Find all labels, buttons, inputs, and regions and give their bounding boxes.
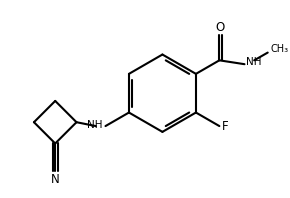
Text: NH: NH — [246, 57, 262, 67]
Text: F: F — [222, 120, 229, 133]
Text: N: N — [51, 173, 59, 186]
Text: NH: NH — [87, 120, 103, 130]
Text: CH₃: CH₃ — [271, 44, 289, 54]
Text: O: O — [216, 21, 225, 34]
